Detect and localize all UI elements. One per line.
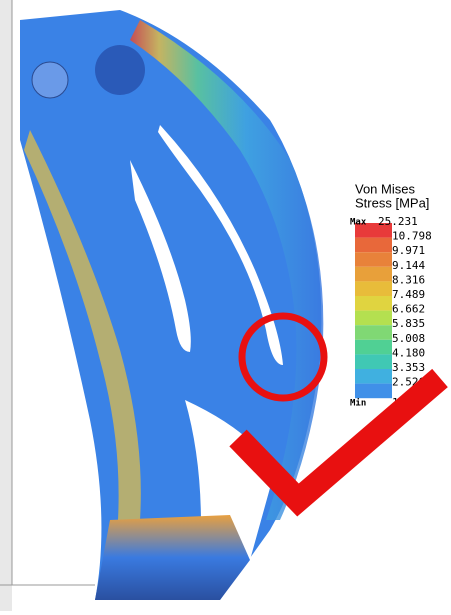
fea-screenshot: Von MisesStress [MPa] 25.231 10.7989.971 9.… [0,0,451,611]
legend-swatch [355,267,392,282]
legend-value: 5.835 [392,317,425,330]
legend-swatch [355,369,392,384]
legend-value: 9.144 [392,259,425,272]
legend-value: 25.231 [378,215,418,228]
legend-value: 6.662 [392,303,425,316]
legend-swatch [355,311,392,326]
legend-value: 3.353 [392,361,425,374]
legend-value: 8.316 [392,273,425,286]
legend-swatch [355,252,392,267]
legend-swatch [355,238,392,253]
claw-model [20,10,323,600]
legend-swatch [355,281,392,296]
legend-value: 9.971 [392,244,425,257]
legend-swatch [355,354,392,369]
legend-min: Min [350,398,366,409]
legend-title: Stress [MPa] [355,195,429,210]
legend-swatch [355,384,392,399]
legend-value: 10.798 [392,230,432,243]
legend-value: 7.489 [392,288,425,301]
legend-value: 5.008 [392,332,425,345]
legend-value: 4.180 [392,346,425,359]
legend-swatch [355,340,392,355]
legend-swatch [355,325,392,340]
legend-swatch [355,296,392,311]
side-panel [0,0,12,611]
legend-max: Max [350,218,367,228]
legend-title: Von Mises [355,181,415,196]
